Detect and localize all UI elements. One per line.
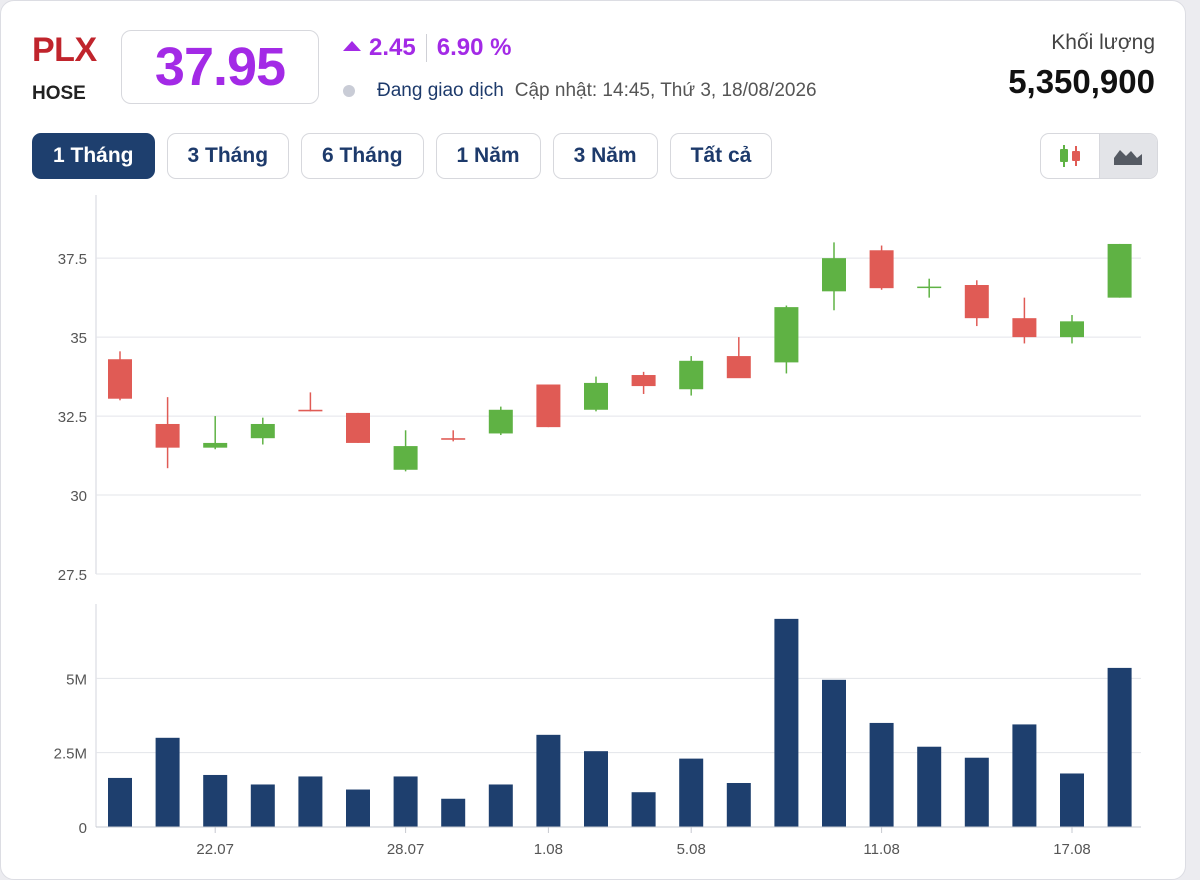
candle-body bbox=[393, 446, 418, 470]
candle-body bbox=[679, 360, 704, 390]
volume-bar bbox=[774, 618, 799, 827]
chart-type-toggle bbox=[1040, 133, 1158, 179]
x-tick-label: 5.08 bbox=[677, 841, 706, 858]
x-tick-label: 11.08 bbox=[863, 841, 899, 858]
tab-6-months[interactable]: 6 Tháng bbox=[301, 133, 424, 179]
volume-bar bbox=[1107, 667, 1132, 827]
tab-3-months[interactable]: 3 Tháng bbox=[166, 133, 290, 179]
status-dot-icon bbox=[343, 85, 355, 97]
candle-body bbox=[250, 423, 275, 439]
tab-all[interactable]: Tất cả bbox=[669, 133, 773, 179]
volume-bar bbox=[1060, 773, 1084, 827]
candle-body bbox=[774, 307, 799, 363]
x-tick-label: 17.08 bbox=[1053, 841, 1091, 858]
price-tick-label: 35 bbox=[70, 330, 87, 347]
candle-body bbox=[584, 382, 608, 410]
volume-bar bbox=[822, 679, 846, 827]
price-tick-label: 32.5 bbox=[58, 409, 87, 426]
volume-bar bbox=[584, 751, 608, 827]
volume-bar bbox=[108, 777, 132, 827]
volume-bar bbox=[917, 746, 942, 827]
volume-bar bbox=[155, 737, 180, 827]
x-tick-label: 22.07 bbox=[196, 841, 234, 858]
candle-body bbox=[726, 356, 751, 379]
price-tick-label: 27.5 bbox=[58, 567, 87, 584]
exchange-label: HOSE bbox=[32, 83, 86, 104]
status-row: Đang giao dịch Cập nhật: 14:45, Thứ 3, 1… bbox=[343, 80, 817, 102]
price-tick-label: 30 bbox=[70, 488, 87, 505]
candle-body bbox=[488, 409, 513, 434]
candle-body bbox=[631, 375, 656, 387]
x-tick-label: 1.08 bbox=[534, 841, 563, 858]
price-change: 2.45 6.90 % bbox=[343, 34, 511, 62]
candle-body bbox=[1012, 318, 1037, 338]
volume-label: Khối lượng bbox=[1051, 31, 1155, 54]
price-tick-label: 37.5 bbox=[58, 251, 87, 268]
volume-bar bbox=[393, 776, 418, 827]
candle-body bbox=[1060, 321, 1084, 338]
volume-bar bbox=[346, 789, 370, 827]
volume-value: 5,350,900 bbox=[1008, 63, 1155, 100]
volume-bar bbox=[536, 734, 561, 827]
candle-body bbox=[346, 412, 370, 443]
x-tick-label: 28.07 bbox=[387, 841, 425, 858]
candlestick-toggle-button[interactable] bbox=[1041, 134, 1099, 178]
trading-status: Đang giao dịch bbox=[377, 80, 504, 101]
volume-bar bbox=[869, 722, 894, 827]
candle-body bbox=[822, 258, 846, 292]
area-chart-icon bbox=[1114, 150, 1143, 165]
volume-bar bbox=[250, 784, 275, 827]
candle-body bbox=[964, 285, 989, 319]
update-time: Cập nhật: 14:45, Thứ 3, 18/08/2026 bbox=[514, 80, 817, 101]
change-percent: 6.90 % bbox=[436, 34, 512, 61]
volume-bar bbox=[488, 784, 513, 827]
candle-body bbox=[441, 438, 466, 440]
candle-body bbox=[536, 384, 561, 428]
volume-bar bbox=[441, 798, 466, 827]
volume-bar bbox=[631, 792, 656, 827]
current-price: 37.95 bbox=[154, 37, 286, 97]
tab-1-month[interactable]: 1 Tháng bbox=[32, 133, 155, 179]
candle-body bbox=[917, 286, 942, 289]
candle-body bbox=[869, 250, 894, 289]
volume-tick-label: 2.5M bbox=[54, 746, 87, 763]
area-chart-toggle-button[interactable] bbox=[1098, 134, 1157, 178]
volume-bar bbox=[726, 782, 751, 827]
tab-1-year[interactable]: 1 Năm bbox=[435, 133, 541, 179]
candle-body bbox=[298, 409, 323, 412]
candle-body bbox=[1107, 243, 1132, 298]
volume-bar bbox=[964, 757, 989, 827]
volume-bar bbox=[679, 758, 704, 827]
volume-bar bbox=[1012, 724, 1037, 827]
candle-body bbox=[155, 423, 180, 448]
change-value: 2.45 bbox=[369, 34, 416, 61]
divider bbox=[425, 34, 427, 62]
arrow-up-icon bbox=[343, 41, 361, 51]
volume-bar bbox=[203, 774, 228, 827]
ticker-symbol: PLX bbox=[32, 31, 97, 69]
candle-body bbox=[108, 359, 132, 399]
tab-3-years[interactable]: 3 Năm bbox=[552, 133, 658, 179]
volume-tick-label: 5M bbox=[66, 671, 87, 688]
candlestick-icon bbox=[1059, 145, 1080, 167]
volume-bar bbox=[298, 776, 323, 827]
volume-tick-label: 0 bbox=[79, 820, 87, 837]
price-box: 37.95 bbox=[121, 30, 319, 104]
period-tabs: 1 Tháng 3 Tháng 6 Tháng 1 Năm 3 Năm Tất … bbox=[32, 133, 784, 179]
candle-body bbox=[203, 442, 228, 448]
